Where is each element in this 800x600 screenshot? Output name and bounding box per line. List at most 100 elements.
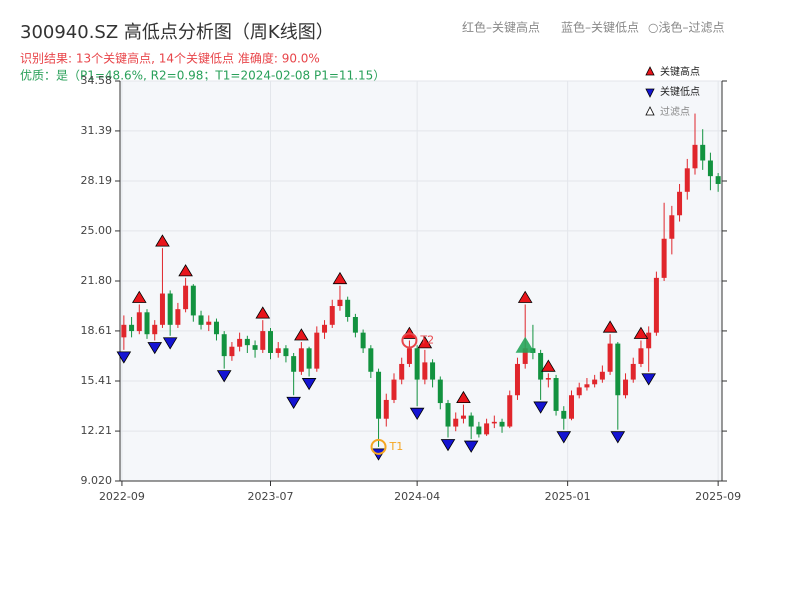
candle-body [514, 363, 520, 396]
candle-body [615, 343, 621, 396]
candle-body [244, 338, 250, 346]
candle-body [499, 421, 505, 427]
candle-body [592, 379, 598, 385]
candle-body [221, 334, 227, 357]
candle-body [291, 356, 297, 372]
candle-body [152, 324, 158, 335]
candle-body [383, 399, 389, 419]
candle-body [322, 324, 328, 333]
candle-body [553, 378, 559, 411]
candle-body [345, 299, 351, 317]
candle-body [684, 168, 690, 192]
x-tick-label: 2022-09 [99, 490, 145, 503]
high-point [294, 328, 309, 341]
candle-body [144, 312, 150, 335]
high-point [456, 390, 471, 404]
candle-body [460, 415, 466, 419]
candle-body [491, 421, 497, 424]
low-point [641, 373, 656, 386]
candle-body [391, 379, 397, 400]
candle-body [237, 338, 243, 347]
candle-body [623, 379, 629, 396]
candle-body [129, 324, 135, 332]
legend-label: 关键低点 [660, 85, 700, 98]
candle-body [677, 191, 683, 216]
candle-body [538, 352, 544, 380]
low-point [463, 440, 479, 453]
candle-body [314, 332, 320, 369]
annotation-marker [370, 438, 387, 455]
header-note: ○浅色–过滤点 [648, 21, 724, 35]
candle-body [576, 387, 582, 396]
candle-body [368, 348, 374, 372]
candle-body [661, 238, 667, 278]
high-point [602, 320, 618, 333]
candle-body [630, 363, 636, 380]
candle-body [715, 176, 721, 184]
low-point [440, 439, 456, 452]
header-note: 蓝色–关键低点 [561, 21, 639, 35]
annotation-label: T1 [389, 440, 404, 453]
candle-body [376, 371, 382, 419]
low-point [301, 378, 317, 391]
candle-body [584, 384, 590, 388]
high-point [255, 306, 271, 319]
x-tick-label: 2025-09 [695, 490, 741, 503]
candle-body [260, 331, 266, 350]
y-tick-label: 28.19 [81, 174, 113, 187]
candle-body [360, 332, 366, 349]
candle-body [399, 363, 405, 380]
candle-body [190, 285, 196, 316]
low-point [116, 351, 132, 364]
candle-body [692, 144, 698, 169]
x-tick-label: 2023-07 [248, 490, 294, 503]
low-point [556, 431, 572, 444]
quality-note: 优质：是（P1=48.6%, R2=0.98；T1=2024-02-08 P1=… [20, 69, 385, 83]
candle-body [283, 348, 289, 357]
candle-body [229, 346, 235, 357]
high-point [517, 290, 533, 303]
candle-body [468, 415, 474, 427]
legend-label: 过滤点 [660, 105, 690, 118]
x-tick-label: 2025-01 [545, 490, 591, 503]
candle-body [669, 215, 675, 239]
legend-swatch [645, 88, 655, 98]
candle-body [337, 299, 343, 307]
high-point [417, 336, 433, 349]
low-point [162, 337, 178, 350]
candle-body [700, 144, 706, 161]
candle-body [599, 371, 605, 380]
candle-body [275, 348, 281, 353]
high-point [633, 326, 649, 339]
candle-body [406, 348, 412, 364]
candle-body [252, 345, 258, 350]
chart-title: 300940.SZ 高低点分析图（周K线图） [20, 22, 334, 43]
candle-body [569, 395, 574, 419]
candle-body [522, 348, 528, 364]
annotation-label: T2 [419, 333, 434, 346]
low-point [409, 407, 425, 420]
y-tick-label: 18.61 [81, 324, 113, 337]
candle-body [638, 348, 644, 364]
high-point [541, 359, 556, 372]
candle-body [121, 324, 127, 338]
y-tick-label: 25.00 [81, 224, 113, 237]
subtitle: 识别结果: 13个关键高点, 14个关键低点 准确度: 90.0% [20, 51, 320, 66]
candle-body [445, 403, 451, 427]
y-tick-label: 31.39 [81, 124, 113, 137]
candle-body [136, 312, 142, 332]
candle-body [507, 395, 513, 427]
x-tick-label: 2024-04 [394, 490, 440, 503]
candle-body [159, 293, 165, 325]
y-tick-label: 12.21 [81, 424, 113, 437]
high-point [155, 234, 170, 247]
candle-body [206, 321, 212, 325]
candle-body [198, 315, 204, 325]
high-point [178, 264, 193, 277]
legend-swatch [645, 66, 655, 76]
high-point [131, 290, 147, 303]
candle-body [707, 160, 713, 177]
candle-body [653, 277, 659, 333]
annotation-marker [401, 332, 418, 349]
